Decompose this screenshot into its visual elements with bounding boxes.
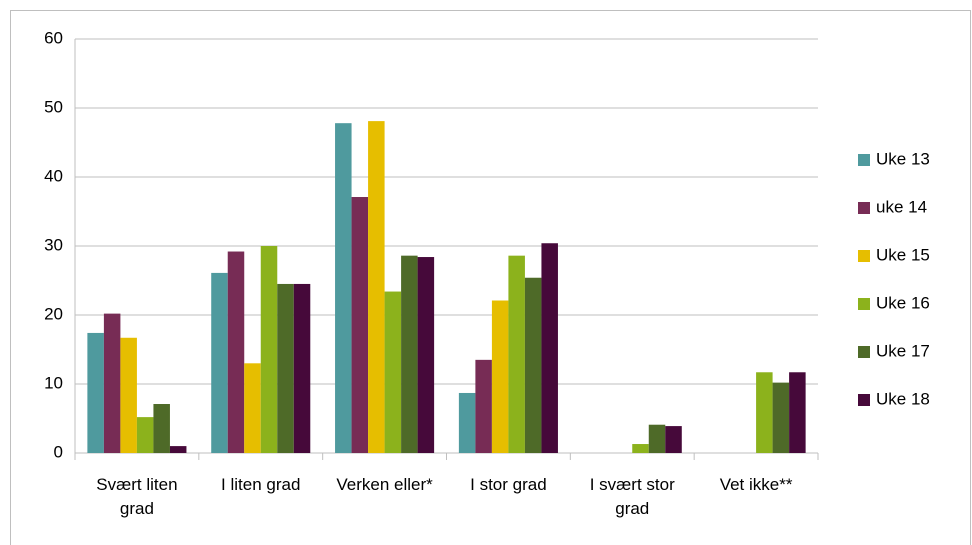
bar bbox=[169, 446, 187, 453]
bar bbox=[632, 444, 649, 453]
bar bbox=[417, 257, 435, 453]
y-tick-label: 20 bbox=[44, 304, 63, 323]
bar bbox=[524, 277, 542, 453]
bar bbox=[293, 283, 311, 453]
y-tick-label: 0 bbox=[54, 442, 63, 461]
bar bbox=[277, 283, 294, 453]
y-tick-label: 10 bbox=[44, 373, 63, 392]
x-tick-label: I svært stor grad bbox=[589, 475, 675, 518]
bar bbox=[665, 426, 682, 453]
bar bbox=[103, 313, 121, 453]
bar bbox=[508, 255, 525, 453]
legend-swatch bbox=[858, 298, 870, 310]
bar bbox=[648, 424, 666, 453]
x-tick-label: Vet ikke** bbox=[719, 475, 793, 494]
legend-swatch bbox=[858, 346, 870, 358]
bar bbox=[87, 332, 104, 453]
chart-border bbox=[10, 10, 971, 545]
legend-label: Uke 18 bbox=[876, 389, 930, 408]
bar bbox=[351, 197, 369, 453]
x-tick-label: Verken eller* bbox=[336, 475, 433, 494]
y-tick-label: 30 bbox=[44, 235, 63, 254]
bar bbox=[756, 372, 773, 453]
legend-swatch bbox=[858, 202, 870, 214]
bar bbox=[772, 382, 790, 453]
legend-label: Uke 17 bbox=[876, 341, 930, 360]
legend-label: Uke 16 bbox=[876, 293, 930, 312]
bar bbox=[120, 337, 137, 453]
bar bbox=[384, 291, 402, 453]
bar bbox=[153, 404, 170, 453]
legend-label: Uke 13 bbox=[876, 149, 930, 168]
y-tick-label: 40 bbox=[44, 166, 63, 185]
bar bbox=[244, 363, 261, 453]
legend-swatch bbox=[858, 394, 870, 406]
bar bbox=[368, 121, 385, 454]
bar bbox=[401, 255, 418, 453]
bar bbox=[491, 300, 509, 453]
x-tick-label: I stor grad bbox=[470, 475, 547, 494]
legend-swatch bbox=[858, 154, 870, 166]
legend-label: Uke 15 bbox=[876, 245, 930, 264]
bar bbox=[227, 251, 245, 453]
legend-swatch bbox=[858, 250, 870, 262]
bar bbox=[335, 123, 352, 454]
bar bbox=[458, 392, 476, 453]
x-tick-label: Svært liten grad bbox=[96, 475, 178, 518]
bar bbox=[136, 417, 154, 453]
bar bbox=[211, 272, 228, 453]
x-tick-label: I liten grad bbox=[221, 475, 301, 494]
y-tick-label: 60 bbox=[44, 28, 63, 47]
bar bbox=[475, 359, 492, 453]
bar bbox=[260, 246, 278, 453]
bar bbox=[789, 372, 806, 453]
legend-label: uke 14 bbox=[876, 197, 927, 216]
y-tick-label: 50 bbox=[44, 97, 63, 116]
bar bbox=[541, 243, 558, 453]
